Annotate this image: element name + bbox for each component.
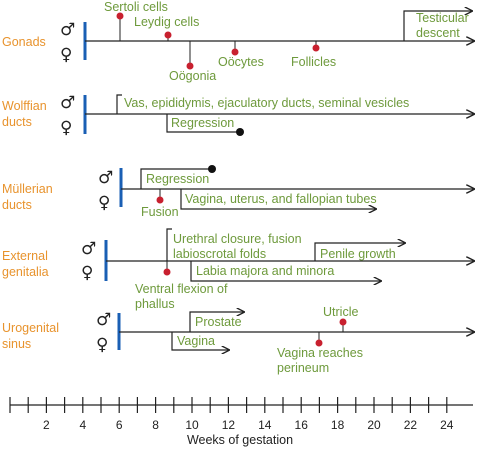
- utricle-dot: [339, 318, 347, 326]
- row-label-ducts: ducts: [2, 198, 32, 212]
- label-phallus: phallus: [135, 297, 175, 311]
- male-symbol: ♂: [60, 93, 75, 113]
- row-label-sinus: sinus: [2, 337, 31, 351]
- label-ventral-flexion: Ventral flexion of: [135, 282, 228, 296]
- axis-tick-label: 18: [331, 418, 345, 432]
- label-perineum: perineum: [277, 361, 329, 375]
- axis-tick-label: 2: [43, 418, 50, 432]
- gonads-row: Gonads ♂ ♀ Sertoli cells Leydig cells Oö…: [2, 0, 474, 83]
- label-vas-epididymis: Vas, epididymis, ejaculatory ducts, semi…: [124, 96, 409, 110]
- label-sertoli-cells: Sertoli cells: [104, 0, 168, 14]
- axis-tick-label: 4: [79, 418, 86, 432]
- label-penile-growth: Penile growth: [320, 247, 396, 261]
- female-symbol: ♀: [98, 193, 110, 213]
- vagina-arrow: [171, 332, 229, 350]
- label-oocytes: Oöcytes: [218, 55, 264, 69]
- label-descent: descent: [416, 26, 460, 40]
- urethral-bracket: [166, 228, 172, 261]
- label-labioscrotal: labioscrotal folds: [173, 247, 266, 261]
- prostate-arrow: [189, 312, 244, 332]
- axis-tick-label: 20: [367, 418, 381, 432]
- label-regression: Regression: [146, 172, 209, 186]
- axis-tick-label: 10: [185, 418, 199, 432]
- regression-bracket: [140, 168, 212, 189]
- regression-bracket: [166, 114, 240, 133]
- male-symbol: ♂: [60, 20, 75, 40]
- female-symbol: ♀: [96, 335, 108, 355]
- leydig-dot: [164, 31, 172, 39]
- row-label-genitalia: genitalia: [2, 265, 49, 279]
- penile-growth-arrow: [314, 243, 405, 261]
- axis-tick-labels: 2 4 6 8 10 12 14 16 18 20 22 24: [43, 418, 454, 432]
- axis-tick-label: 12: [222, 418, 236, 432]
- female-symbol: ♀: [81, 263, 93, 283]
- row-label-gonads: Gonads: [2, 35, 46, 49]
- row-label-mullerian: Müllerian: [2, 182, 53, 196]
- vas-bracket: [116, 94, 122, 114]
- label-fusion: Fusion: [141, 205, 179, 219]
- axis-tick-label: 14: [258, 418, 272, 432]
- axis-tick-label: 16: [295, 418, 309, 432]
- label-follicles: Follicles: [291, 55, 336, 69]
- label-labia: Labia majora and minora: [196, 264, 334, 278]
- row-label-external: External: [2, 249, 48, 263]
- ventral-flexion-dot: [163, 268, 171, 276]
- label-testicular: Testicular: [416, 11, 469, 25]
- external-genitalia-row: External genitalia ♂ ♀ Urethral closure,…: [2, 228, 474, 311]
- label-urethral-closure: Urethral closure, fusion: [173, 232, 302, 246]
- oocytes-dot: [231, 48, 239, 56]
- x-axis: 2 4 6 8 10 12 14 16 18 20 22 24 Weeks of gestation: [9, 397, 473, 447]
- label-leydig-cells: Leydig cells: [134, 15, 199, 29]
- male-symbol: ♂: [98, 168, 113, 188]
- axis-ticks: [9, 397, 448, 413]
- label-oogonia: Oögonia: [169, 69, 216, 83]
- row-label-ducts: ducts: [2, 115, 32, 129]
- row-label-urogenital: Urogenital: [2, 321, 59, 335]
- label-utricle: Utricle: [323, 305, 358, 319]
- axis-tick-label: 22: [404, 418, 418, 432]
- oogonia-dot: [186, 62, 194, 70]
- label-vagina-reaches: Vagina reaches: [277, 346, 363, 360]
- vagina-reaches-dot: [315, 339, 323, 347]
- labia-arrow: [190, 261, 381, 281]
- wolffian-row: Wolffian ducts ♂ ♀ Vas, epididymis, ejac…: [2, 93, 474, 138]
- sertoli-dot: [116, 12, 124, 20]
- row-label-wolffian: Wolffian: [2, 99, 47, 113]
- regression-end-dot: [236, 128, 244, 136]
- axis-tick-label: 8: [152, 418, 159, 432]
- female-symbol: ♀: [60, 118, 72, 138]
- female-symbol: ♀: [60, 45, 72, 65]
- mullerian-row: Müllerian ducts ♂ ♀ Regression Fusion Va…: [2, 165, 474, 219]
- regression-end-dot: [208, 165, 216, 173]
- label-prostate: Prostate: [195, 315, 242, 329]
- male-symbol: ♂: [96, 310, 111, 330]
- axis-tick-label: 6: [116, 418, 123, 432]
- axis-title: Weeks of gestation: [187, 433, 293, 447]
- label-vagina: Vagina: [177, 334, 215, 348]
- label-vagina-uterus: Vagina, uterus, and fallopian tubes: [185, 192, 377, 206]
- male-symbol: ♂: [81, 239, 96, 259]
- testicular-descent-arrow: [403, 11, 472, 41]
- urogenital-sinus-row: Urogenital sinus ♂ ♀ Utricle Prostate Va…: [2, 305, 474, 375]
- label-regression: Regression: [171, 116, 234, 130]
- axis-tick-label: 24: [440, 418, 454, 432]
- fusion-dot: [156, 196, 164, 204]
- follicles-dot: [312, 44, 320, 52]
- vagina-uterus-arrow: [180, 189, 376, 209]
